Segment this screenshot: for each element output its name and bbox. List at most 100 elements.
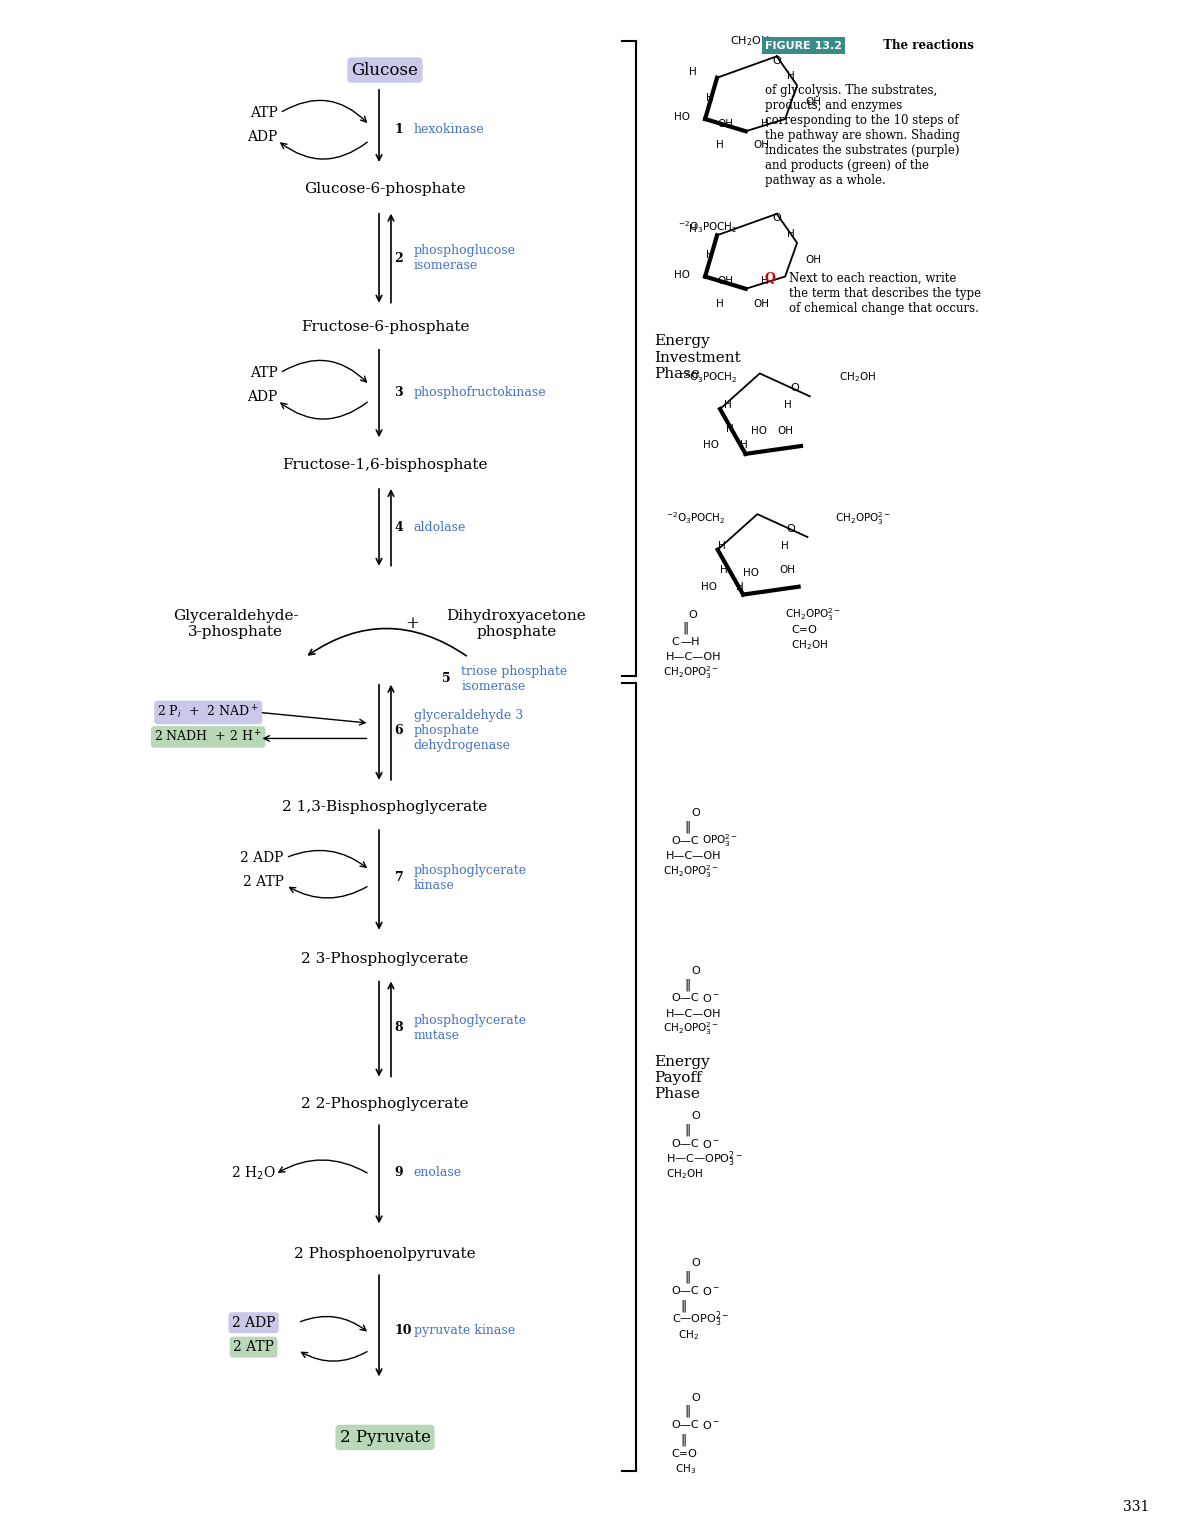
Text: 7: 7 [395,872,403,884]
Text: 331: 331 [1123,1500,1150,1514]
Text: H: H [787,229,794,239]
Text: Glucose-6-phosphate: Glucose-6-phosphate [304,183,466,196]
Text: ‖: ‖ [684,1124,690,1136]
Text: O: O [689,609,697,620]
Text: Dihydroxyacetone
phosphate: Dihydroxyacetone phosphate [446,609,587,639]
Text: phosphoglycerate
kinase: phosphoglycerate kinase [414,864,527,892]
Text: 2 NADH  + 2 H$^+$: 2 NADH + 2 H$^+$ [154,729,263,744]
Text: Fructose-6-phosphate: Fructose-6-phosphate [301,319,469,335]
Text: H: H [761,276,769,286]
Text: O—C: O—C [672,993,700,1004]
Text: HO: HO [673,112,690,123]
Text: CH$_2$OPO$_3^{2-}$: CH$_2$OPO$_3^{2-}$ [664,665,720,682]
Text: O: O [691,1259,700,1268]
Text: ‖: ‖ [680,1434,686,1448]
Text: OPO$_3^{2-}$: OPO$_3^{2-}$ [702,832,738,849]
Text: O$^-$: O$^-$ [702,1137,720,1150]
Text: The reactions: The reactions [875,38,973,52]
Text: HO: HO [701,582,718,593]
Text: 2 2-Phosphoglycerate: 2 2-Phosphoglycerate [301,1098,469,1111]
Text: 2 H$_2$O: 2 H$_2$O [230,1164,275,1182]
Text: O: O [691,1392,700,1403]
Text: CH$_2$OH: CH$_2$OH [730,34,769,48]
Text: H: H [715,140,724,150]
Text: OH: OH [754,140,769,150]
Text: H: H [706,92,714,103]
Text: C: C [672,637,679,648]
Text: ‖: ‖ [683,622,689,635]
Text: HO: HO [750,427,767,436]
Text: O$^-$: O$^-$ [702,1285,720,1297]
Text: C—OPO$_3^{2-}$: C—OPO$_3^{2-}$ [672,1309,728,1329]
Text: 2 ADP: 2 ADP [232,1315,275,1329]
Text: H: H [784,401,792,410]
Text: Glucose: Glucose [352,61,419,78]
Text: O: O [773,213,781,224]
Text: H: H [739,441,748,450]
Text: ADP: ADP [247,390,277,404]
Text: OH: OH [754,299,769,309]
Text: aldolase: aldolase [414,520,466,534]
Text: 2 1,3-Bisphosphoglycerate: 2 1,3-Bisphosphoglycerate [282,800,487,814]
Text: Q: Q [764,272,775,286]
Text: CH$_2$OH: CH$_2$OH [839,370,876,384]
Text: Energy
Investment
Phase: Energy Investment Phase [654,335,740,381]
Text: H: H [689,66,697,77]
Text: CH$_2$OPO$_3^{2-}$: CH$_2$OPO$_3^{2-}$ [664,1021,720,1038]
Text: of glycolysis. The substrates,
products, and enzymes
corresponding to the 10 ste: of glycolysis. The substrates, products,… [764,84,960,187]
Text: OH: OH [805,97,822,107]
Text: 2: 2 [395,252,403,264]
Text: 5: 5 [443,672,451,685]
Text: O$^-$: O$^-$ [702,1420,720,1431]
Text: O: O [791,384,799,393]
Text: Glyceraldehyde-
3-phosphate: Glyceraldehyde- 3-phosphate [173,609,299,639]
Text: 1: 1 [395,123,403,137]
Text: phosphoglucose
isomerase: phosphoglucose isomerase [414,244,516,272]
Text: 2 ATP: 2 ATP [242,875,283,889]
Text: H—C—OH: H—C—OH [666,1008,721,1019]
Text: CH$_2$OPO$_3^{2-}$: CH$_2$OPO$_3^{2-}$ [835,510,892,527]
Text: 9: 9 [395,1167,403,1179]
Text: H: H [724,401,732,410]
Text: 2 Phosphoenolpyruvate: 2 Phosphoenolpyruvate [294,1246,476,1260]
Text: C=O: C=O [672,1449,697,1460]
Text: O: O [691,1111,700,1121]
Text: H: H [781,540,790,551]
Text: O: O [773,55,781,66]
Text: O—C: O—C [672,837,700,846]
Text: ‖: ‖ [684,1405,690,1418]
Text: 4: 4 [395,520,403,534]
Text: OH: OH [718,118,733,129]
Text: CH$_2$OH: CH$_2$OH [791,639,828,652]
Text: pyruvate kinase: pyruvate kinase [414,1323,515,1337]
Text: ADP: ADP [247,130,277,144]
Text: O$^-$: O$^-$ [702,993,720,1004]
Text: CH$_2$OPO$_3^{2-}$: CH$_2$OPO$_3^{2-}$ [664,863,720,880]
Text: 2 Pyruvate: 2 Pyruvate [340,1429,431,1446]
Text: HO: HO [703,441,720,450]
Text: 10: 10 [395,1323,412,1337]
Text: H: H [715,299,724,309]
Text: $^{-2}$O$_3$POCH$_2$: $^{-2}$O$_3$POCH$_2$ [678,220,737,235]
Text: H: H [689,224,697,235]
Text: H—C—OPO$_3^{2-}$: H—C—OPO$_3^{2-}$ [666,1150,743,1168]
Text: H—C—OH: H—C—OH [666,852,721,861]
Text: ‖: ‖ [684,821,690,834]
Text: 6: 6 [395,725,403,737]
Text: OH: OH [805,255,822,264]
Text: O: O [691,809,700,818]
Text: phosphoglycerate
mutase: phosphoglycerate mutase [414,1013,527,1042]
Text: CH$_2$OH: CH$_2$OH [666,1168,703,1182]
Text: $^{-2}$O$_3$POCH$_2$: $^{-2}$O$_3$POCH$_2$ [678,370,737,385]
Text: 8: 8 [395,1021,403,1035]
Text: CH$_2$OPO$_3^{2-}$: CH$_2$OPO$_3^{2-}$ [785,606,841,623]
Text: H: H [726,425,734,434]
Text: H: H [736,582,744,593]
Text: HO: HO [743,568,760,579]
Text: CH$_3$: CH$_3$ [676,1463,696,1477]
Text: $^{-2}$O$_3$POCH$_2$: $^{-2}$O$_3$POCH$_2$ [666,511,726,527]
Text: hexokinase: hexokinase [414,123,485,137]
Text: Energy
Payoff
Phase: Energy Payoff Phase [654,1055,709,1101]
Text: glyceraldehyde 3
phosphate
dehydrogenase: glyceraldehyde 3 phosphate dehydrogenase [414,709,523,752]
Text: enolase: enolase [414,1167,462,1179]
